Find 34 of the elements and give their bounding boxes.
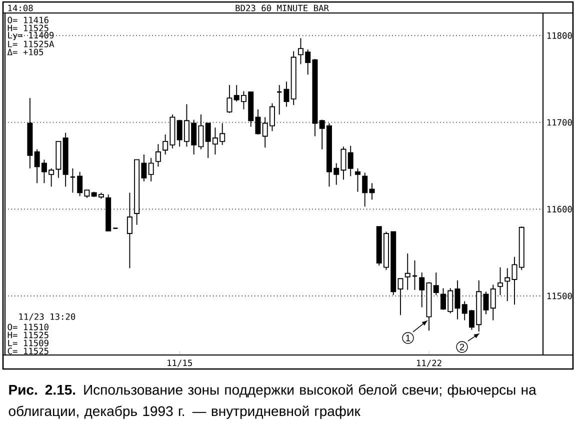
candlestick [148, 157, 154, 182]
candlestick [354, 168, 360, 192]
candlestick [348, 145, 354, 177]
annotation: H= 11525 [8, 332, 48, 338]
candlestick [504, 268, 510, 302]
annotation: O= 11416 [8, 16, 48, 24]
candlestick [497, 266, 503, 296]
x-tick-label: 11/22 [416, 360, 442, 367]
text: 14:08 [8, 4, 33, 12]
annotation: O= 11510 [8, 324, 48, 330]
annotation: L= 11509 [8, 340, 48, 346]
annotation: 11/23 13:20 [19, 313, 76, 321]
chart-title: BD23 60 MINUTE BAR [236, 4, 329, 12]
y-tick-label: 11600 [547, 206, 572, 212]
candlestick [155, 144, 161, 168]
y-tick-label: 11800 [547, 32, 572, 39]
annotation: 1 [406, 334, 410, 342]
candlestick [126, 192, 132, 269]
y-tick-label: 11500 [547, 292, 572, 300]
candlestick [404, 252, 410, 290]
candlestick [284, 81, 290, 108]
annotation: 2 [460, 344, 464, 350]
annotation: Ly= 11409 [8, 32, 54, 40]
annotation: L= 11525A [8, 40, 54, 48]
candlestick [490, 284, 496, 321]
annotation: C= 11525 [8, 348, 48, 354]
text: Рис. 2.15. Использование зоны поддержки высокой белой свечи; фьючерсы на облигации, декабрь 1993 г. — внутридневной график [8, 384, 536, 419]
annotation: Δ= +105 [7, 48, 44, 56]
candlestick [512, 256, 518, 306]
annotation: H= 11525 [8, 24, 48, 32]
candlestick [226, 84, 232, 114]
x-tick-label: 11/15 [168, 360, 192, 367]
y-tick-label: 11700 [547, 119, 572, 126]
candlestick [433, 272, 439, 296]
